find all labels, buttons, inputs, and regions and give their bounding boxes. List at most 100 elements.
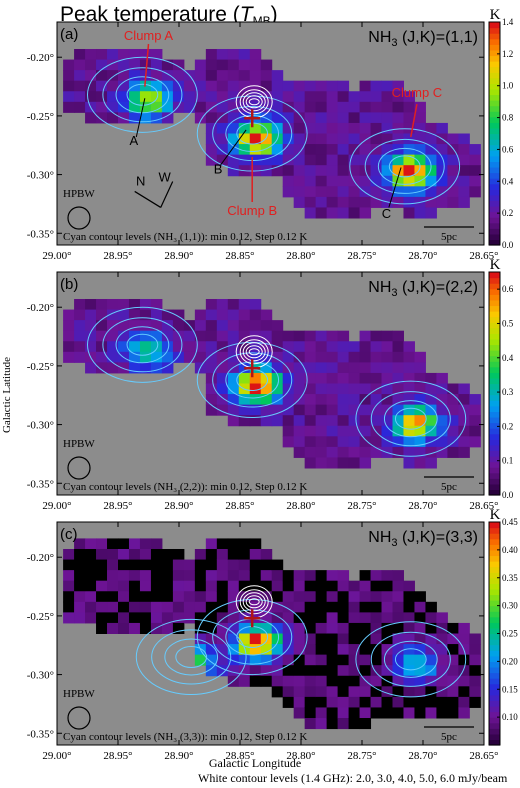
heatmap-cell xyxy=(172,580,185,592)
colorbar-segment xyxy=(489,277,500,284)
heatmap-cell xyxy=(128,362,141,374)
heatmap-cell xyxy=(205,538,218,550)
heatmap-cell xyxy=(271,383,284,395)
heatmap-cell xyxy=(282,362,295,374)
heatmap-cell xyxy=(85,580,97,592)
heatmap-cell xyxy=(139,612,152,624)
heatmap-cell xyxy=(447,654,459,666)
heatmap-cell xyxy=(85,48,97,61)
heatmap-cell xyxy=(348,436,361,448)
heatmap-cell xyxy=(447,186,459,198)
heatmap-cell xyxy=(150,80,163,92)
colorbar-segment xyxy=(489,166,500,174)
heatmap-cell xyxy=(85,341,97,353)
heatmap-cell xyxy=(326,394,339,406)
heatmap-cell xyxy=(183,559,196,571)
heatmap-cell xyxy=(227,612,240,624)
colorbar-tick-label: 0.20 xyxy=(502,656,518,666)
heatmap-cell xyxy=(348,686,361,698)
heatmap-cell xyxy=(425,675,437,687)
heatmap-cell xyxy=(326,707,339,719)
heatmap-cell xyxy=(359,696,372,708)
colorbar-segment xyxy=(489,350,500,357)
heatmap-cell xyxy=(337,101,350,113)
heatmap-cell xyxy=(304,122,317,134)
heatmap-cell xyxy=(227,404,240,416)
heatmap-cell xyxy=(107,298,119,311)
heatmap-cell xyxy=(227,559,240,571)
colorbar-segment xyxy=(489,239,500,246)
heatmap-cell xyxy=(469,654,481,666)
heatmap-cell xyxy=(282,591,295,603)
heatmap-cell xyxy=(304,394,317,406)
heatmap-cell xyxy=(205,80,218,92)
heatmap-cell xyxy=(74,612,86,624)
heatmap-cell xyxy=(63,548,75,561)
heatmap-cell xyxy=(381,144,393,156)
heatmap-cell xyxy=(436,383,448,395)
heatmap-cell xyxy=(414,601,426,613)
heatmap-cell xyxy=(304,436,317,448)
heatmap-cell xyxy=(85,548,97,561)
y-tick-label: -0.35° xyxy=(27,728,54,740)
heatmap-cell xyxy=(315,133,328,145)
heatmap-cell xyxy=(282,394,295,406)
colorbar-segment xyxy=(489,217,500,224)
colorbar-segment xyxy=(489,178,500,185)
x-tick-label: 28.90° xyxy=(164,750,193,762)
heatmap-cell xyxy=(381,665,393,677)
colorbar-segment xyxy=(489,555,500,562)
heatmap-cell xyxy=(359,112,372,124)
colorbar-segment xyxy=(489,411,500,418)
colorbar-segment xyxy=(489,544,500,551)
heatmap-cell xyxy=(304,80,317,92)
heatmap-cell xyxy=(128,580,141,592)
heatmap-cell xyxy=(107,101,119,113)
heatmap-cell xyxy=(238,665,251,677)
heatmap-cell xyxy=(260,404,273,416)
heatmap-cell xyxy=(348,351,361,363)
heatmap-cell xyxy=(304,101,317,113)
heatmap-cell xyxy=(403,394,415,406)
heatmap-cell xyxy=(260,644,273,656)
heatmap-cell xyxy=(403,415,415,427)
heatmap-cell xyxy=(172,70,185,82)
heatmap-cell xyxy=(326,372,339,384)
heatmap-cell xyxy=(326,196,339,208)
heatmap-cell xyxy=(282,686,295,698)
heatmap-cell xyxy=(128,622,141,634)
heatmap-cell xyxy=(370,196,383,208)
heatmap-cell xyxy=(238,298,251,311)
heatmap-cell xyxy=(447,404,459,416)
x-tick-label: 28.70° xyxy=(408,750,437,762)
heatmap-cell xyxy=(348,372,361,384)
colorbar-tick-label: 0.3 xyxy=(502,387,514,397)
heatmap-cell xyxy=(469,633,481,645)
heatmap-cell xyxy=(414,675,426,687)
heatmap-cell xyxy=(128,351,141,363)
colorbar-tick-label: 0.8 xyxy=(502,113,514,123)
heatmap-cell xyxy=(337,351,350,363)
heatmap-cell xyxy=(337,580,350,592)
heatmap-cell xyxy=(74,298,86,311)
colorbar-segment xyxy=(489,139,500,146)
clump-a-arrow xyxy=(144,43,150,87)
x-axis-label: Galactic Longitude xyxy=(209,756,301,770)
heatmap-cell xyxy=(271,362,284,374)
heatmap-cell xyxy=(205,665,218,677)
heatmap-cell xyxy=(172,59,185,71)
heatmap-cell xyxy=(425,404,437,416)
heatmap-cell xyxy=(216,394,229,406)
heatmap-cell xyxy=(227,80,240,92)
heatmap-cell xyxy=(150,309,163,321)
panel-letter: (c) xyxy=(60,526,78,543)
heatmap-cell xyxy=(315,341,328,353)
heatmap-cell xyxy=(96,48,108,61)
heatmap-cell xyxy=(216,80,229,92)
heatmap-cell xyxy=(118,591,130,603)
clump-a-label: Clump A xyxy=(124,28,173,43)
heatmap-cell xyxy=(315,175,328,187)
heatmap-cell xyxy=(403,341,415,353)
heatmap-cell xyxy=(282,622,295,634)
heatmap-cell xyxy=(205,351,218,363)
